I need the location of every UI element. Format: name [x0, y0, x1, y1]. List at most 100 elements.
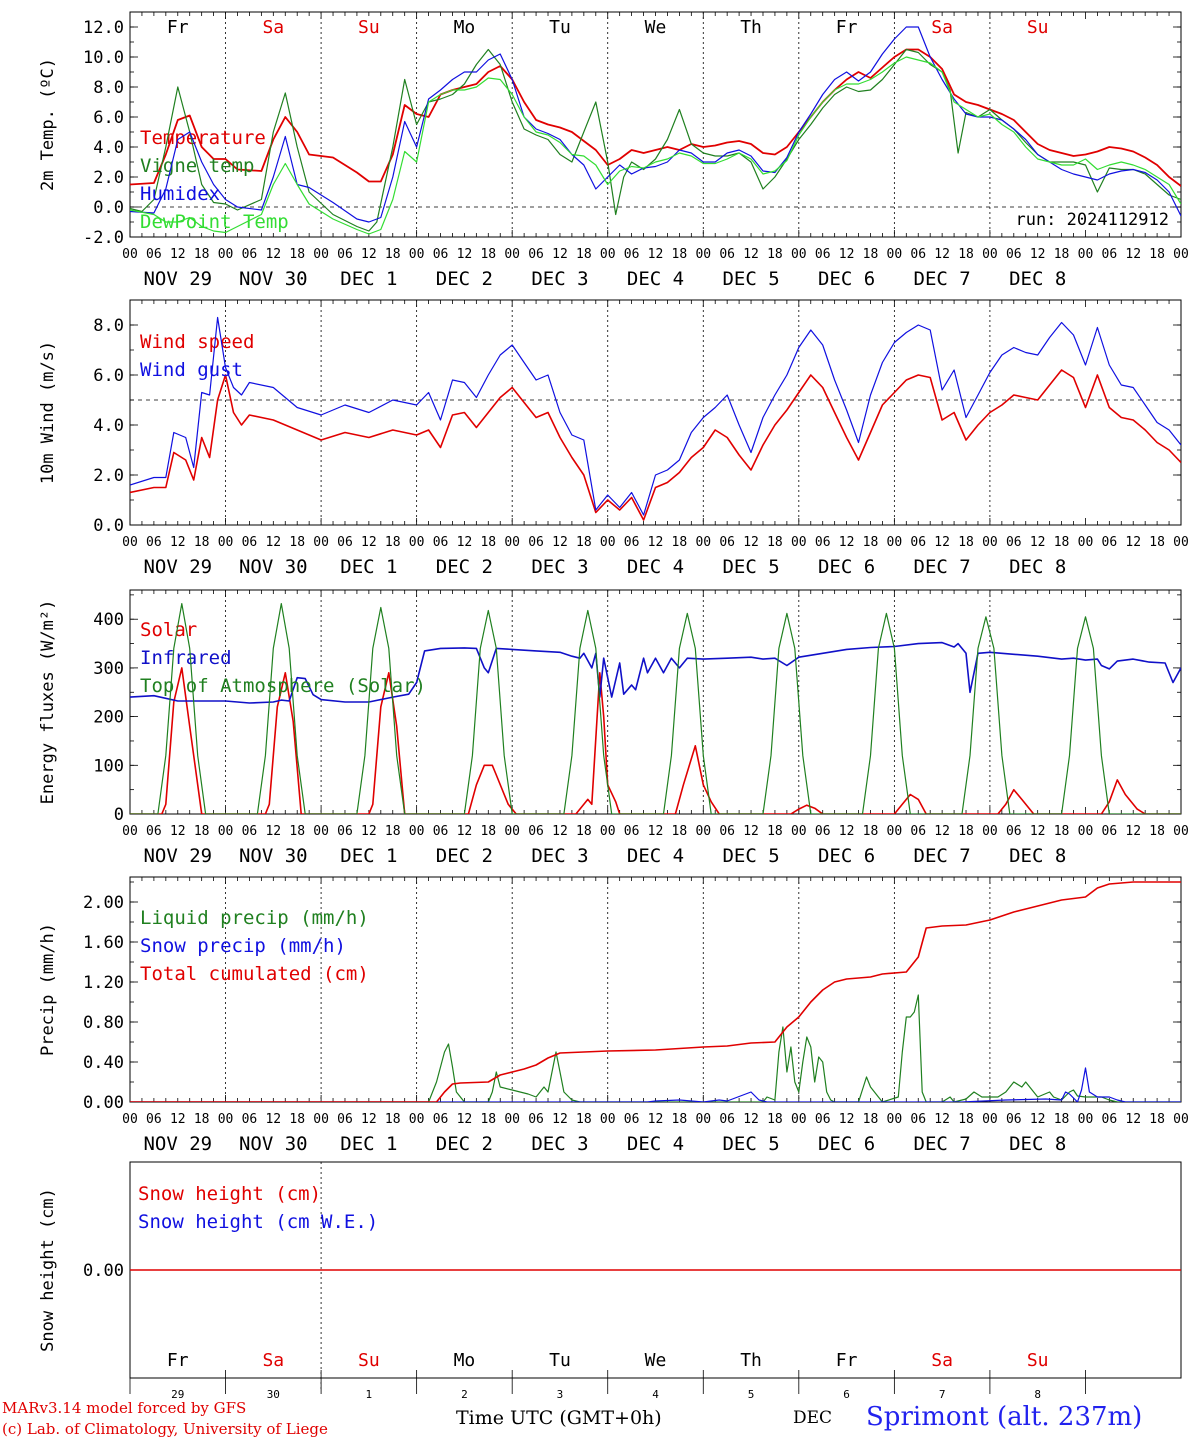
x-day-label: NOV 29: [143, 556, 212, 578]
x-day-label: DEC 3: [531, 556, 588, 578]
day-number-label: 2: [461, 1388, 468, 1401]
x-hour-label: 18: [289, 247, 305, 262]
legend-entry: Snow precip (mm/h): [140, 935, 346, 957]
day-number-label: 4: [652, 1388, 659, 1401]
x-hour-label: 12: [934, 535, 950, 550]
x-hour-label: 12: [265, 247, 281, 262]
x-hour-label: 06: [337, 535, 353, 550]
station-name: Sprimont (alt. 237m): [866, 1402, 1143, 1432]
x-hour-label: 12: [839, 247, 855, 262]
x-hour-label: 06: [719, 247, 735, 262]
x-hour-label: 18: [672, 247, 688, 262]
x-day-label: NOV 29: [143, 268, 212, 290]
y-tick-label: 8.0: [93, 316, 124, 336]
x-hour-label: 00: [982, 247, 998, 262]
y-tick-label: 2.0: [93, 466, 124, 486]
y-tick-label: 0.0: [93, 516, 124, 536]
y-tick-label: 12.0: [83, 18, 124, 38]
x-day-label: DEC 5: [722, 1133, 779, 1155]
x-hour-label: 12: [839, 1112, 855, 1127]
x-hour-label: 12: [457, 247, 473, 262]
x-hour-label: 06: [242, 535, 258, 550]
x-day-label: DEC 6: [818, 845, 875, 867]
y-tick-label: 6.0: [93, 108, 124, 128]
y-tick-label: 2.0: [93, 168, 124, 188]
x-hour-label: 18: [1149, 247, 1165, 262]
x-hour-label: 18: [385, 1112, 401, 1127]
x-hour-label: 00: [313, 535, 329, 550]
x-day-label: DEC 7: [914, 268, 971, 290]
y-tick-label: 300: [93, 659, 124, 679]
x-hour-label: 00: [1173, 1112, 1189, 1127]
weekday-label: Fr: [167, 1350, 189, 1371]
weekday-label: Tu: [549, 17, 571, 38]
y-tick-label: 0.0: [93, 198, 124, 218]
x-day-label: DEC 6: [818, 556, 875, 578]
x-hour-label: 18: [385, 247, 401, 262]
day-number-label: 6: [843, 1388, 850, 1401]
x-hour-label: 18: [1054, 247, 1070, 262]
x-hour-label: 00: [409, 1112, 425, 1127]
x-hour-label: 00: [695, 824, 711, 839]
x-hour-label: 18: [672, 1112, 688, 1127]
x-hour-label: 18: [385, 535, 401, 550]
x-hour-label: 06: [1102, 247, 1118, 262]
x-hour-label: 00: [982, 535, 998, 550]
y-tick-label: 0.00: [83, 1093, 124, 1113]
x-hour-label: 00: [600, 247, 616, 262]
y-tick-label: 4.0: [93, 138, 124, 158]
x-hour-label: 18: [958, 535, 974, 550]
y-axis-label: Precip (mm/h): [38, 923, 58, 1056]
y-tick-label: 200: [93, 708, 124, 728]
x-hour-label: 18: [289, 824, 305, 839]
series-line: [130, 641, 1181, 704]
day-number-label: 8: [1034, 1388, 1041, 1401]
y-tick-label: 400: [93, 610, 124, 630]
weekday-label: We: [645, 1350, 667, 1371]
x-hour-label: 18: [194, 535, 210, 550]
x-hour-label: 18: [576, 824, 592, 839]
x-hour-label: 12: [648, 247, 664, 262]
x-hour-label: 12: [743, 1112, 759, 1127]
x-hour-label: 00: [122, 824, 138, 839]
x-hour-label: 12: [265, 1112, 281, 1127]
series-line: [130, 48, 1181, 232]
x-hour-label: 12: [552, 1112, 568, 1127]
x-hour-label: 12: [743, 535, 759, 550]
x-hour-label: 12: [1125, 247, 1141, 262]
x-hour-label: 12: [552, 247, 568, 262]
x-day-label: DEC 2: [436, 556, 493, 578]
x-hour-label: 18: [1149, 824, 1165, 839]
x-hour-label: 12: [648, 535, 664, 550]
weekday-label: Sa: [262, 17, 284, 38]
x-hour-label: 06: [433, 535, 449, 550]
x-hour-label: 12: [648, 824, 664, 839]
series-line: [130, 369, 1181, 521]
x-hour-label: 18: [1149, 535, 1165, 550]
legend-entry: DewPoint Temp: [140, 211, 289, 233]
x-day-label: DEC 7: [914, 1133, 971, 1155]
y-tick-label: 2.00: [83, 893, 124, 913]
x-hour-label: 12: [170, 1112, 186, 1127]
x-hour-label: 18: [863, 824, 879, 839]
x-hour-label: 18: [194, 247, 210, 262]
x-hour-label: 06: [1102, 535, 1118, 550]
x-hour-label: 12: [839, 535, 855, 550]
x-hour-label: 00: [504, 824, 520, 839]
x-day-label: DEC 7: [914, 556, 971, 578]
x-hour-label: 06: [1102, 824, 1118, 839]
x-hour-label: 06: [146, 824, 162, 839]
x-day-label: DEC 1: [340, 268, 397, 290]
x-hour-label: 00: [218, 247, 234, 262]
x-day-label: DEC 1: [340, 1133, 397, 1155]
panel-2: 0.0 2.0 4.0 6.0 8.0 10m Wind (m/s) 00 06 12 18 00 0…: [38, 299, 1189, 578]
weekday-label: Mo: [454, 1350, 476, 1371]
legend-entry: Snow height (cm W.E.): [138, 1211, 378, 1233]
x-day-label: DEC 1: [340, 556, 397, 578]
x-hour-label: 12: [552, 824, 568, 839]
legend-entry: Vigne temp: [140, 155, 254, 177]
legend-entry: Top of Atmosphere (Solar): [140, 675, 426, 697]
x-hour-label: 06: [624, 535, 640, 550]
day-number-label: 29: [171, 1388, 184, 1401]
x-hour-label: 06: [719, 1112, 735, 1127]
